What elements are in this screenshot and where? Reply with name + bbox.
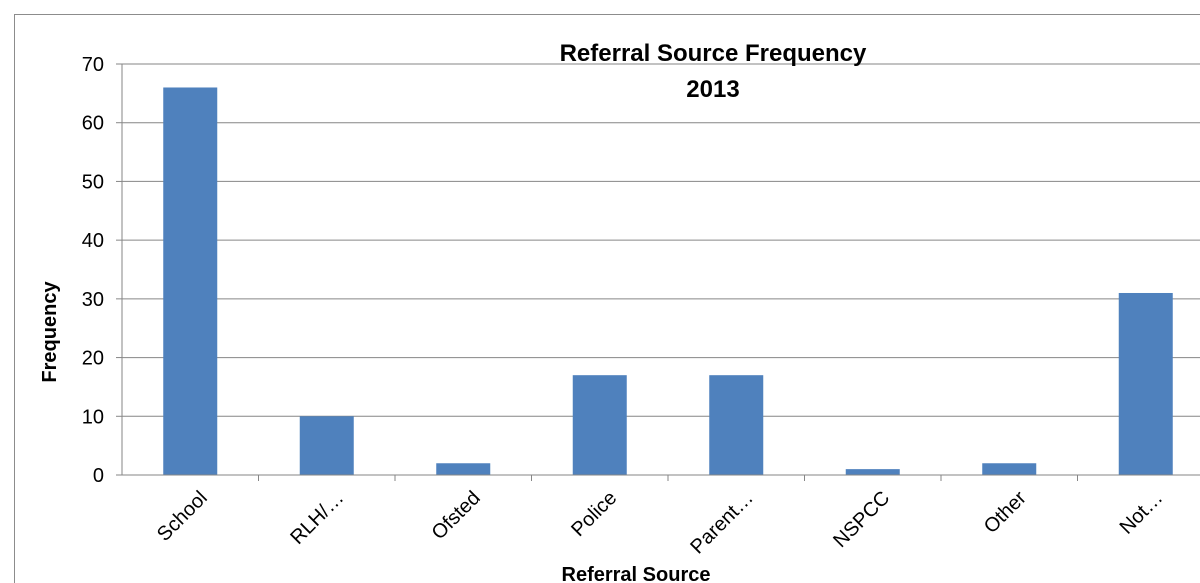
bar <box>299 416 354 475</box>
y-tick-label: 10 <box>82 406 104 428</box>
y-axis-ticks: 0 10 20 30 40 50 60 70 <box>82 54 122 487</box>
y-tick-label: 30 <box>82 289 104 311</box>
y-tick-label: 0 <box>93 465 104 487</box>
gridlines <box>122 63 1200 417</box>
y-tick-label: 70 <box>82 54 104 76</box>
x-tick-label: Ofsted <box>428 487 485 544</box>
y-tick-label: 40 <box>82 230 104 252</box>
bar <box>709 375 764 475</box>
bar <box>163 87 218 475</box>
bar <box>845 469 900 475</box>
y-tick-label: 50 <box>82 171 104 193</box>
chart-frame <box>14 14 1200 583</box>
bars <box>163 87 1173 475</box>
x-axis-ticks: School RLH/… Ofsted Police Parent… NSPCC Other… <box>153 475 1167 558</box>
x-tick-label: NSPCC <box>829 487 894 552</box>
y-axis-title: Frequency <box>39 281 61 383</box>
x-tick-label: School <box>153 487 212 546</box>
y-tick-label: 20 <box>82 348 104 370</box>
chart-title: Referral Source Frequency <box>560 40 867 67</box>
x-tick-label: Not… <box>1116 487 1168 539</box>
x-tick-label: RLH/… <box>286 487 348 549</box>
x-tick-label: Parent… <box>686 487 757 558</box>
bar <box>1118 292 1173 475</box>
bar <box>436 463 491 475</box>
bar <box>572 375 627 475</box>
x-tick-label: Other <box>980 487 1031 538</box>
bar <box>982 463 1037 475</box>
y-tick-label: 60 <box>82 113 104 135</box>
chart-subtitle: 2013 <box>686 76 739 103</box>
x-axis-title: Referral Source <box>562 564 711 583</box>
x-tick-label: Police <box>567 487 621 541</box>
